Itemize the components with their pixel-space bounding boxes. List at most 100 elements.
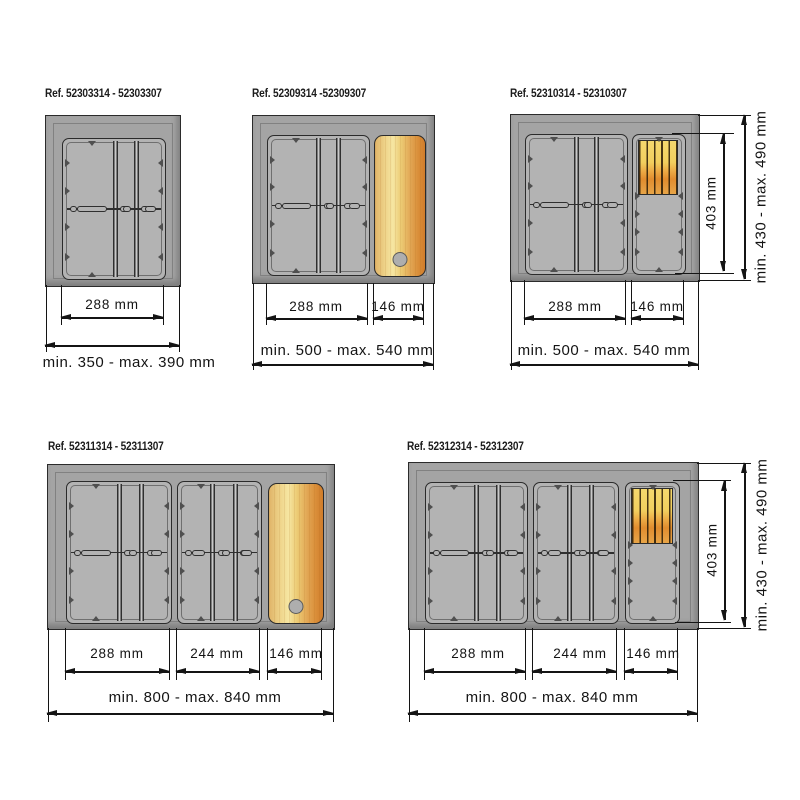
tray-detail: [69, 596, 74, 605]
tray-detail: [528, 247, 533, 256]
tray-detail: [620, 247, 625, 256]
extension-line: [169, 628, 171, 680]
tray-detail: [74, 549, 81, 556]
tray-detail: [185, 549, 192, 556]
tray-detail: [635, 192, 640, 201]
extension-line: [65, 628, 67, 680]
tray-detail: [349, 202, 360, 209]
extension-line: [408, 628, 410, 722]
tray-detail: [536, 567, 541, 576]
tray-detail: [553, 485, 562, 490]
dim-arrow-board-width: [372, 315, 424, 321]
tray-detail: [607, 201, 618, 208]
tray-detail: [520, 596, 525, 605]
dim-arrow-total-width: [407, 710, 698, 716]
leader-line: [675, 621, 731, 623]
tray-detail: [533, 201, 540, 208]
drawer-box: [252, 115, 435, 284]
dim-label-tray1-width: 288 mm: [451, 646, 505, 661]
dim-label-tray-width: 288 mm: [548, 299, 602, 314]
extension-line: [259, 628, 261, 680]
tray-detail: [530, 203, 623, 206]
tray-detail: [548, 550, 562, 556]
tray-detail: [164, 596, 169, 605]
tray-detail: [123, 206, 132, 212]
tray-detail: [428, 596, 433, 605]
extension-line: [321, 628, 323, 680]
tray-detail: [628, 577, 633, 585]
tray-detail: [428, 530, 433, 539]
tray-detail: [275, 202, 282, 209]
extension-line: [510, 280, 512, 370]
tray-detail: [180, 530, 185, 539]
extension-line: [45, 285, 47, 352]
cutlery-tray-288: [62, 138, 166, 280]
dim-label-total-height: min. 430 - max. 490 mm: [752, 110, 770, 284]
dim-arrow-tray1-width: [423, 668, 526, 674]
drawer-box: [510, 114, 700, 282]
extension-line: [698, 114, 751, 116]
ref-label: Ref. 52312314 - 52312307: [407, 441, 524, 453]
cutting-board: [374, 135, 426, 277]
extension-line: [524, 280, 526, 325]
tray-detail: [69, 530, 74, 539]
tray-detail: [672, 540, 677, 549]
dim-label-total-width: min. 800 - max. 840 mm: [465, 689, 639, 706]
extension-line: [698, 279, 751, 281]
tray-detail: [620, 182, 625, 191]
tray-detail: [65, 223, 70, 232]
extension-line: [267, 628, 269, 680]
tray-detail: [254, 501, 259, 510]
drawer-box: [47, 464, 335, 630]
cutlery-tray-244: [177, 481, 262, 624]
tray-detail: [428, 502, 433, 511]
dim-arrow-total-width: [251, 361, 434, 367]
cutlery-tray-288: [66, 481, 172, 624]
extension-line: [373, 283, 375, 325]
tray-detail: [611, 596, 616, 605]
tray-detail: [69, 566, 74, 575]
dim-arrow-total-width: [44, 342, 180, 348]
tray-detail: [536, 502, 541, 511]
tray-detail: [611, 502, 616, 511]
tray-detail: [655, 137, 663, 142]
tray-detail: [672, 577, 677, 585]
tray-detail: [611, 530, 616, 539]
extension-line: [625, 280, 627, 325]
tray-detail: [145, 206, 156, 212]
cutting-board: [268, 483, 324, 624]
tray-detail: [254, 596, 259, 605]
tray-detail: [158, 252, 163, 261]
tray-detail: [87, 272, 96, 277]
tray-detail: [507, 550, 518, 556]
extension-line: [266, 283, 268, 325]
tray-detail: [450, 616, 459, 621]
dim-arrow-knife-width: [623, 668, 678, 674]
extension-line: [162, 285, 164, 325]
leader-line: [675, 272, 734, 274]
tray-detail: [272, 204, 365, 207]
utensil-tray-146: [632, 134, 686, 275]
tray-detail: [520, 567, 525, 576]
extension-line: [432, 283, 434, 370]
tray-detail: [197, 484, 206, 489]
tray-detail: [270, 219, 275, 228]
dim-arrow-tray-width: [523, 315, 626, 321]
dim-label-tray1-width: 288 mm: [90, 646, 144, 661]
extension-line: [367, 283, 369, 325]
board-hole: [392, 252, 408, 267]
tray-detail: [485, 550, 494, 556]
tray-detail: [553, 616, 562, 621]
knife-block: [631, 488, 673, 544]
tray-detail: [270, 183, 275, 192]
dim-arrow-board-width: [266, 668, 322, 674]
drawer-box: [408, 462, 699, 630]
dim-arrow-tray1-width: [64, 668, 170, 674]
tray-detail: [672, 596, 677, 605]
dim-label-inner-height: 403 mm: [704, 523, 720, 577]
tray-detail: [292, 268, 301, 273]
knife-block: [638, 140, 678, 195]
dim-arrow-knife-width: [630, 315, 684, 321]
dim-label-board-width: 146 mm: [371, 299, 425, 314]
extension-line: [697, 280, 699, 370]
